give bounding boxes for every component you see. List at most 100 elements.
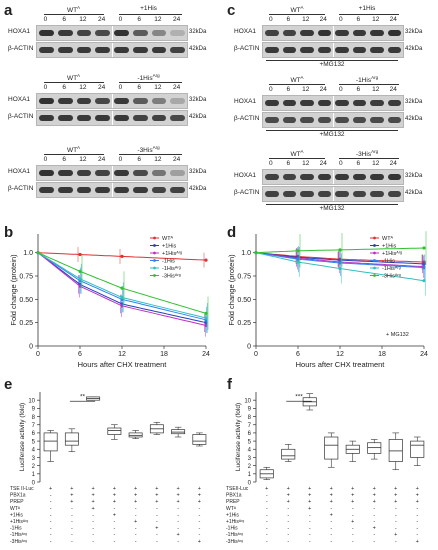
x-tick-label: 6 xyxy=(78,351,82,358)
blot-band xyxy=(335,191,349,197)
table-sign: - xyxy=(71,539,73,545)
kda-marker-actin: 42kDa xyxy=(189,186,207,192)
table-sign: + xyxy=(155,526,158,532)
legend-marker xyxy=(153,236,156,240)
table-row-label: -1Hisᴬʳᵍ xyxy=(226,532,243,538)
table-sign: - xyxy=(177,526,179,532)
legend-marker xyxy=(373,266,376,270)
table-sign: - xyxy=(416,506,418,512)
legend-marker xyxy=(373,259,376,262)
blot-strip-hoxa1 xyxy=(36,25,188,41)
blot-band xyxy=(57,30,73,36)
table-sign: - xyxy=(352,512,354,518)
table-sign: + xyxy=(134,486,137,492)
table-sign: - xyxy=(266,499,268,505)
lane-label: 12 xyxy=(79,84,87,91)
y-tick-label: 9 xyxy=(32,407,36,413)
blot-band xyxy=(317,117,331,123)
group-rule-mutant xyxy=(118,154,183,155)
group-label-wt: WTA xyxy=(66,73,81,83)
panel-label-b: b xyxy=(4,224,14,241)
data-point xyxy=(78,284,82,288)
table-sign: - xyxy=(266,506,268,512)
x-tick-label: 12 xyxy=(336,351,344,358)
blot-band xyxy=(387,30,401,36)
x-tick-label: 18 xyxy=(378,351,386,358)
table-sign: + xyxy=(265,486,268,492)
table-sign: + xyxy=(308,506,311,512)
y-axis-title: Luciferase activity (fold) xyxy=(235,403,242,471)
blot-strip-actin xyxy=(36,110,188,126)
lane-label: 12 xyxy=(302,160,310,167)
table-sign: + xyxy=(198,486,201,492)
blot-band xyxy=(170,30,185,36)
blot-band xyxy=(76,187,92,193)
table-sign: + xyxy=(394,493,397,499)
table-sign: + xyxy=(373,486,376,492)
blot-band xyxy=(39,187,54,193)
legend-label: WTᴬ xyxy=(162,234,174,242)
table-sign: - xyxy=(113,532,115,538)
table-sign: - xyxy=(373,532,375,538)
table-sign: - xyxy=(352,526,354,532)
table-sign: + xyxy=(351,499,354,505)
y-tick-label: 6 xyxy=(32,431,36,437)
kda-marker-actin: 42kDa xyxy=(189,114,207,120)
blot-band xyxy=(265,47,279,53)
group-label-mutant: -1HisArg xyxy=(137,73,160,83)
table-sign: - xyxy=(50,506,52,512)
data-point xyxy=(422,266,426,270)
table-sign: - xyxy=(50,499,52,505)
blot-band xyxy=(170,170,185,176)
legend-label: +1Hisᴬʳᵍ xyxy=(382,249,402,257)
table-sign: - xyxy=(352,532,354,538)
lane-label: 6 xyxy=(137,84,141,91)
data-point xyxy=(120,304,124,308)
box xyxy=(43,432,58,452)
table-sign: - xyxy=(71,532,73,538)
panel-label-e: e xyxy=(4,376,13,393)
table-sign: - xyxy=(113,539,115,545)
table-sign: + xyxy=(134,519,137,525)
lane-label: 12 xyxy=(372,160,380,167)
blot-band xyxy=(282,117,296,123)
table-row-label: -1His xyxy=(10,526,22,532)
table-sign: - xyxy=(330,539,332,545)
legend-label: -3Hisᴬʳᵍ xyxy=(162,272,181,280)
blot-band xyxy=(132,30,148,36)
table-sign: - xyxy=(309,539,311,545)
table-sign: - xyxy=(50,539,52,545)
table-sign: - xyxy=(71,526,73,532)
blot-band xyxy=(114,30,129,36)
table-row-label: +1His xyxy=(10,512,23,518)
y-tick-label: 0.75 xyxy=(237,274,251,281)
table-sign: - xyxy=(113,506,115,512)
blot-band xyxy=(151,115,167,121)
lane-label: 24 xyxy=(98,84,106,91)
table-sign: + xyxy=(177,499,180,505)
table-sign: + xyxy=(330,493,333,499)
blot-row-label-actin: β-ACTIN xyxy=(8,113,34,120)
y-tick-label: 0.25 xyxy=(237,320,251,327)
lane-label: 12 xyxy=(372,86,380,93)
blot-band xyxy=(300,174,314,180)
blot-band xyxy=(114,115,129,121)
kda-marker-hoxa1: 32kDa xyxy=(405,29,423,35)
blot-row-label-actin: β-ACTIN xyxy=(234,115,260,122)
group-rule-mutant xyxy=(339,14,399,15)
legend-marker xyxy=(153,259,156,262)
table-sign: - xyxy=(287,526,289,532)
table-row-label: +1His xyxy=(226,512,239,518)
blot-band xyxy=(132,115,148,121)
y-tick-label: 7 xyxy=(32,423,36,429)
y-tick-label: 3 xyxy=(248,456,252,462)
table-sign: + xyxy=(330,499,333,505)
table-sign: + xyxy=(113,499,116,505)
box xyxy=(324,436,339,460)
table-sign: - xyxy=(71,519,73,525)
table-sign: + xyxy=(373,499,376,505)
blot-band xyxy=(282,191,296,197)
data-point xyxy=(296,260,300,264)
blot-band xyxy=(265,100,279,106)
blot-strip-hoxa1 xyxy=(36,165,188,181)
